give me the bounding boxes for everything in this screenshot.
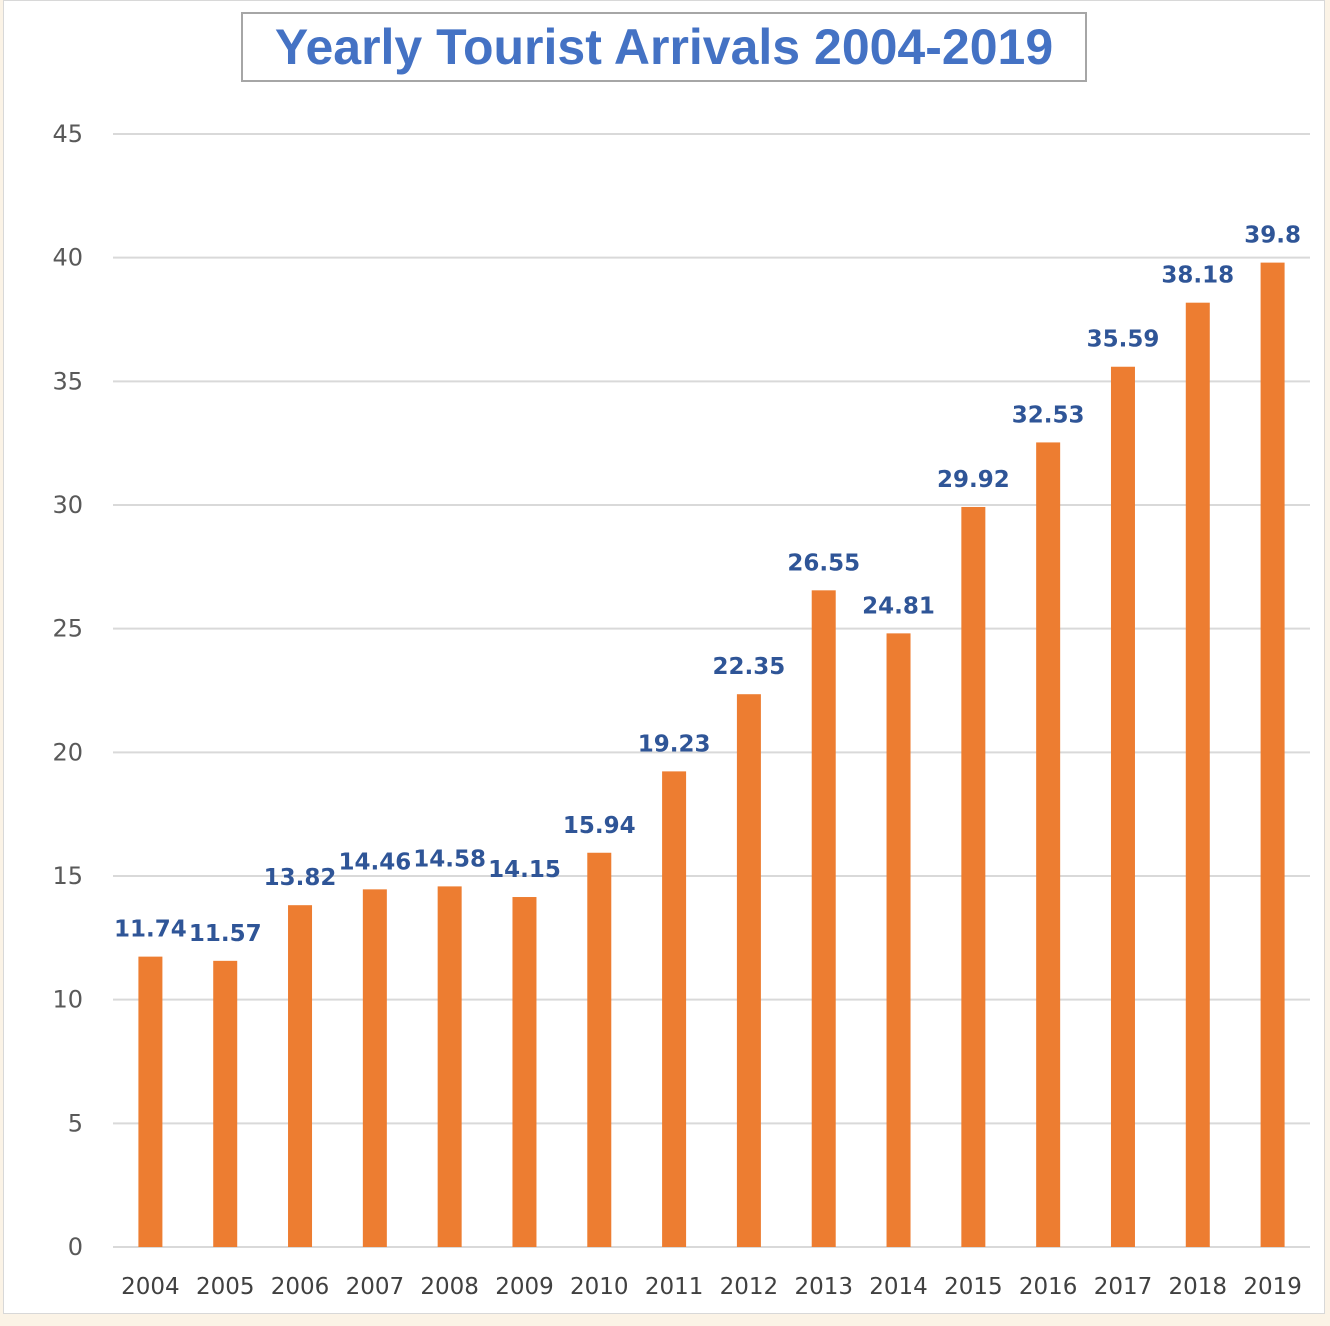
bar: [736, 694, 761, 1247]
data-label: 38.18: [1161, 263, 1234, 289]
data-label: 39.8: [1244, 223, 1301, 249]
bar: [1110, 366, 1135, 1247]
data-label: 15.94: [563, 813, 636, 839]
bar: [1185, 302, 1210, 1247]
data-label: 29.92: [937, 467, 1010, 493]
data-label: 11.74: [114, 917, 187, 943]
bar: [213, 960, 238, 1247]
x-tick-label: 2005: [196, 1274, 255, 1300]
y-tick-label: 45: [52, 120, 83, 148]
bar: [512, 897, 537, 1247]
x-tick-label: 2019: [1243, 1274, 1302, 1300]
bar: [1036, 442, 1061, 1247]
x-axis-ticks: 2004 2005 2006 2007 2008 2009 2010 2011 2012 2013…: [121, 1274, 1302, 1300]
chart-title: Yearly Tourist Arrivals 2004-2019: [274, 19, 1054, 75]
x-tick-label: 2016: [1019, 1274, 1078, 1300]
data-label: 32.53: [1012, 402, 1085, 428]
y-axis-ticks: 0 5 10 15 20 25 30 35 40 45: [52, 120, 83, 1261]
x-tick-label: 2006: [271, 1274, 330, 1300]
bar: [288, 905, 313, 1247]
data-label: 26.55: [787, 550, 860, 576]
y-tick-label: 20: [52, 738, 83, 766]
y-tick-label: 10: [52, 986, 83, 1014]
x-tick-label: 2011: [645, 1274, 704, 1300]
bar: [886, 633, 911, 1247]
data-label: 11.57: [189, 921, 262, 947]
y-tick-label: 30: [52, 491, 83, 519]
data-label: 14.15: [488, 857, 561, 883]
x-tick-label: 2013: [794, 1274, 853, 1300]
data-label: 14.58: [413, 846, 486, 872]
bar: [587, 852, 612, 1247]
chart-title-box: Yearly Tourist Arrivals 2004-2019: [241, 12, 1087, 82]
y-tick-label: 40: [52, 244, 83, 272]
bar: [138, 956, 163, 1247]
data-label: 24.81: [862, 593, 935, 619]
bar: [961, 506, 986, 1248]
gridlines: [113, 133, 1310, 1248]
y-tick-label: 5: [68, 1109, 83, 1137]
data-label: 13.82: [264, 865, 337, 891]
bar: [811, 590, 836, 1247]
data-label: 35.59: [1087, 327, 1160, 353]
y-tick-label: 0: [68, 1233, 83, 1261]
x-tick-label: 2012: [720, 1274, 779, 1300]
x-tick-label: 2004: [121, 1274, 180, 1300]
bar: [662, 771, 687, 1247]
x-tick-label: 2018: [1169, 1274, 1228, 1300]
bar: [1260, 262, 1285, 1247]
data-label: 14.46: [338, 849, 411, 875]
x-tick-label: 2009: [495, 1274, 554, 1300]
x-tick-label: 2010: [570, 1274, 629, 1300]
bar: [362, 889, 387, 1247]
y-tick-label: 35: [52, 367, 83, 395]
y-tick-label: 25: [52, 615, 83, 643]
x-tick-label: 2014: [869, 1274, 928, 1300]
data-label: 22.35: [713, 654, 786, 680]
bar: [437, 886, 462, 1247]
bars: [138, 262, 1285, 1248]
data-label: 19.23: [638, 731, 711, 757]
x-tick-label: 2008: [420, 1274, 479, 1300]
x-tick-label: 2017: [1094, 1274, 1153, 1300]
x-tick-label: 2015: [944, 1274, 1003, 1300]
x-tick-label: 2007: [346, 1274, 405, 1300]
y-tick-label: 15: [52, 862, 83, 890]
